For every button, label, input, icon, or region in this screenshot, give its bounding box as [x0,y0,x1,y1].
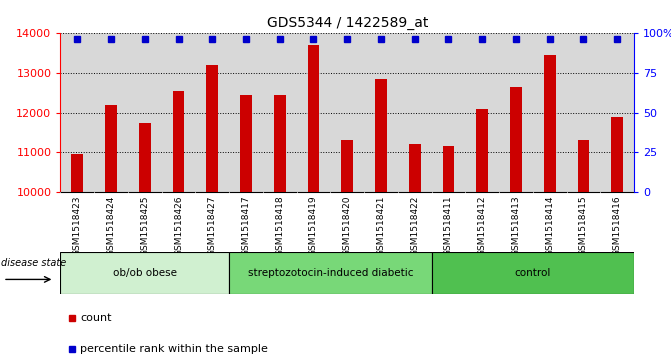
Bar [476,109,488,192]
Bar [342,140,353,192]
Text: GSM1518416: GSM1518416 [613,195,622,256]
Bar [443,147,454,192]
Text: GSM1518417: GSM1518417 [242,195,250,256]
Bar [375,79,387,192]
Title: GDS5344 / 1422589_at: GDS5344 / 1422589_at [266,16,428,30]
Text: count: count [81,313,112,323]
Text: GSM1518413: GSM1518413 [511,195,521,256]
Bar [71,155,83,192]
Bar [544,55,556,192]
Bar [60,252,229,294]
Text: disease state: disease state [1,258,66,268]
Bar [431,252,634,294]
Text: GSM1518427: GSM1518427 [208,195,217,256]
Bar [207,65,218,192]
Bar [240,95,252,192]
Text: percentile rank within the sample: percentile rank within the sample [81,344,268,354]
Bar [611,117,623,192]
Bar [105,105,117,192]
Bar [139,123,151,192]
Text: GSM1518420: GSM1518420 [343,195,352,256]
Text: control: control [515,268,551,278]
Text: GSM1518421: GSM1518421 [376,195,386,256]
Text: GSM1518414: GSM1518414 [546,195,554,256]
Bar [578,140,589,192]
Bar [510,87,522,192]
Text: ob/ob obese: ob/ob obese [113,268,176,278]
Bar [229,252,431,294]
Bar [409,144,421,192]
Text: GSM1518411: GSM1518411 [444,195,453,256]
Bar [274,95,286,192]
Bar [307,45,319,192]
Text: GSM1518418: GSM1518418 [275,195,285,256]
Text: GSM1518425: GSM1518425 [140,195,149,256]
Text: GSM1518426: GSM1518426 [174,195,183,256]
Text: streptozotocin-induced diabetic: streptozotocin-induced diabetic [248,268,413,278]
Text: GSM1518423: GSM1518423 [72,195,82,256]
Text: GSM1518419: GSM1518419 [309,195,318,256]
Bar [172,91,185,192]
Text: GSM1518422: GSM1518422 [410,195,419,256]
Text: GSM1518415: GSM1518415 [579,195,588,256]
Text: GSM1518424: GSM1518424 [107,195,115,256]
Text: GSM1518412: GSM1518412 [478,195,486,256]
